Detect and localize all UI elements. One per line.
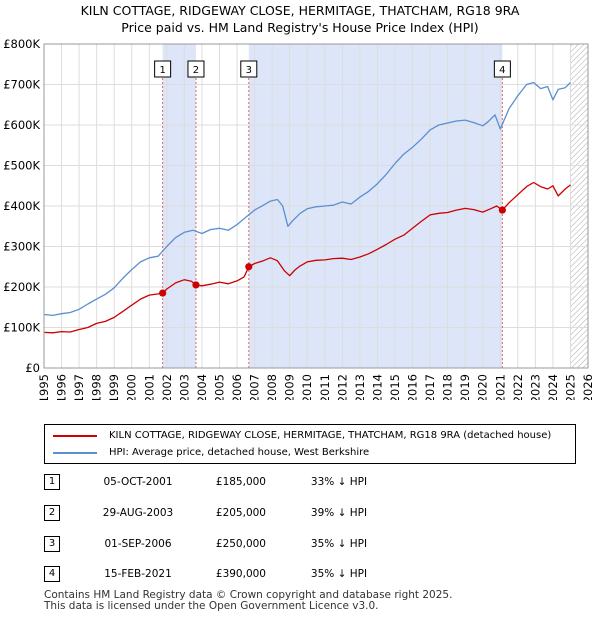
sale-price: £390,000 (215, 568, 266, 580)
x-tick-label: 2024 (546, 374, 560, 400)
x-tick-label: 1999 (107, 374, 121, 400)
legend-swatch-property (53, 435, 97, 437)
sale-marker-badge: 3 (44, 536, 60, 552)
y-tick-label: £700K (3, 78, 40, 92)
y-tick-label: £100K (3, 321, 40, 335)
sale-marker-box (187, 60, 205, 78)
sale-marker-label: 2 (193, 65, 199, 76)
y-tick-label: £200K (3, 280, 40, 294)
price-chart: £0 £100K £200K £300K £400K £500K £600K £700K £80… (3, 37, 595, 400)
x-tick-label: 2021 (493, 374, 507, 400)
x-tick-label: 2025 (563, 374, 577, 400)
sale-marker-label: 1 (159, 65, 165, 76)
y-tick-label: £300K (3, 240, 40, 254)
sale-price: £185,000 (215, 476, 266, 488)
hpi-series-line (43, 81, 571, 317)
x-tick-label: 2009 (283, 374, 297, 400)
x-tick-label: 2015 (388, 374, 402, 400)
sale-point (192, 281, 200, 289)
legend-label-property: KILN COTTAGE, RIDGEWAY CLOSE, HERMITAGE,… (109, 430, 552, 441)
x-tick-label: 2023 (528, 374, 542, 400)
chart-title-line1: KILN COTTAGE, RIDGEWAY CLOSE, HERMITAGE,… (80, 3, 520, 18)
y-tick-label: £800K (3, 37, 40, 51)
y-tick-label: £500K (3, 159, 40, 173)
sale-date: 29-AUG-2003 (102, 507, 174, 519)
x-tick-label: 2006 (230, 374, 244, 400)
x-tick-label: 2022 (511, 374, 525, 400)
sale-hpi-diff: 33% ↓ HPI (310, 476, 368, 488)
x-tick-label: 2003 (177, 374, 191, 400)
sale-hpi-diff: 39% ↓ HPI (310, 507, 368, 519)
x-tick-label: 2010 (300, 374, 314, 400)
footer-line2: This data is licensed under the Open Gov… (44, 600, 379, 612)
chart-title-line2: Price paid vs. HM Land Registry's House … (121, 20, 479, 35)
sale-point (245, 263, 253, 271)
x-tick-label: 2002 (160, 374, 174, 400)
x-tick-label: 1997 (72, 374, 86, 400)
sale-date: 05-OCT-2001 (103, 476, 173, 488)
y-tick-label: £400K (3, 199, 40, 213)
x-tick-label: 2018 (441, 374, 455, 400)
sale-hpi-diff: 35% ↓ HPI (310, 568, 368, 580)
sale-marker-label: 4 (499, 65, 505, 76)
x-tick-label: 2004 (195, 374, 209, 400)
x-tick-label: 1996 (55, 374, 69, 400)
x-tick-label: 2001 (142, 374, 156, 400)
x-tick-label: 2005 (212, 374, 226, 400)
sale-price: £205,000 (215, 507, 266, 519)
y-tick-label: £0 (25, 361, 40, 375)
sale-hpi-diff: 35% ↓ HPI (310, 538, 368, 550)
sale-point (498, 206, 506, 214)
x-tick-label: 2017 (423, 374, 437, 400)
sale-point (159, 289, 167, 297)
x-tick-label: 2011 (318, 374, 332, 400)
x-tick-label: 2012 (335, 374, 349, 400)
x-tick-label: 1998 (90, 374, 104, 400)
legend-swatch-hpi (53, 452, 97, 454)
x-tick-label: 2026 (581, 374, 595, 400)
footer-line1: Contains HM Land Registry data © Crown c… (44, 589, 453, 601)
sale-marker-badge: 1 (44, 474, 60, 490)
x-tick-label: 2016 (406, 374, 420, 400)
sale-price: £250,000 (215, 538, 266, 550)
footer-attribution: Contains HM Land Registry data © Crown c… (44, 590, 452, 612)
sale-marker-box (154, 60, 172, 78)
sale-date: 01-SEP-2006 (104, 538, 172, 550)
x-tick-label: 1995 (37, 374, 51, 400)
legend: KILN COTTAGE, RIDGEWAY CLOSE, HERMITAGE,… (44, 424, 576, 464)
sale-date: 15-FEB-2021 (104, 568, 172, 580)
property-series-line (43, 181, 571, 334)
y-tick-label: £600K (3, 118, 40, 132)
x-tick-label: 2007 (248, 374, 262, 400)
legend-label-hpi: HPI: Average price, detached house, West… (109, 447, 370, 458)
sale-marker-box (240, 60, 258, 78)
sale-marker-badge: 2 (44, 505, 60, 521)
x-tick-label: 2014 (370, 374, 384, 400)
x-tick-label: 2008 (265, 374, 279, 400)
sale-marker-box (493, 60, 511, 78)
sale-marker-label: 3 (246, 65, 252, 76)
plot-border (43, 43, 589, 369)
x-tick-label: 2000 (125, 374, 139, 400)
x-tick-label: 2020 (476, 374, 490, 400)
x-tick-label: 2013 (353, 374, 367, 400)
sale-marker-badge: 4 (44, 566, 60, 582)
x-tick-label: 2019 (458, 374, 472, 400)
